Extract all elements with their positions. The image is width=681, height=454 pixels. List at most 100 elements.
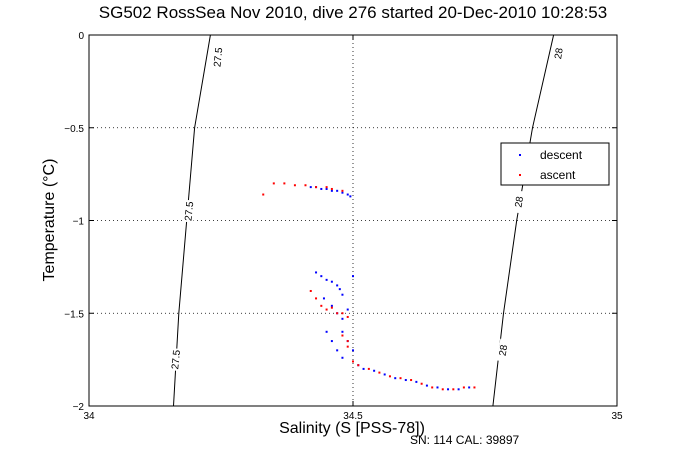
point-descent [383, 373, 386, 376]
point-ascent [452, 388, 455, 391]
point-descent [330, 304, 333, 307]
x-tick-label: 34 [83, 411, 95, 422]
point-ascent [320, 304, 323, 307]
point-descent [341, 330, 344, 333]
point-ascent [325, 308, 328, 311]
point-descent [336, 284, 339, 287]
isopycnal-label-bg [212, 45, 225, 69]
point-descent [315, 271, 318, 274]
point-descent [320, 187, 323, 190]
grid-lines [89, 35, 617, 406]
point-descent [425, 384, 428, 387]
point-descent [352, 275, 354, 278]
point-ascent [441, 388, 444, 391]
y-tick-label: −1.5 [64, 309, 84, 320]
point-ascent [378, 371, 381, 374]
serial-calibration-info: SN: 114 CAL: 39897 [410, 433, 520, 447]
isopycnal-label-bg [512, 190, 527, 214]
point-ascent [315, 186, 318, 189]
point-ascent [462, 386, 465, 389]
point-descent [341, 317, 344, 320]
point-descent [330, 340, 333, 343]
x-axis-label: Salinity (S [PSS-78]) [279, 420, 425, 437]
legend-box [500, 142, 610, 186]
point-ascent [315, 297, 318, 300]
point-ascent [304, 184, 307, 187]
point-descent [352, 349, 354, 352]
axis-ticks: 34 34.5 35 0 −0.5 −1 −1.5 −2 [64, 31, 623, 422]
point-descent [341, 191, 344, 194]
point-descent [349, 195, 352, 198]
point-descent [330, 189, 333, 192]
y-tick-label: 0 [78, 31, 84, 42]
point-descent [346, 193, 349, 196]
data-points [262, 182, 476, 391]
point-ascent [367, 367, 370, 370]
point-ascent [346, 345, 349, 348]
point-descent [325, 278, 328, 281]
point-descent [447, 388, 450, 391]
isopycnal-label: 27.5 [212, 47, 225, 68]
point-ascent [473, 386, 476, 389]
point-ascent [357, 364, 360, 367]
point-ascent [330, 187, 333, 190]
point-ascent [341, 189, 344, 192]
point-descent [415, 380, 418, 383]
legend-label-descent: descent [540, 148, 583, 162]
point-ascent [410, 379, 413, 382]
legend-marker-descent [519, 154, 521, 156]
point-descent [394, 377, 397, 380]
point-ascent [309, 289, 312, 292]
point-descent [338, 288, 341, 291]
point-ascent [272, 182, 275, 185]
isopycnal-label-bg [183, 199, 196, 223]
point-ascent [293, 184, 296, 187]
point-descent [325, 330, 328, 333]
point-ascent [262, 193, 265, 196]
x-tick-label: 34.5 [343, 411, 363, 422]
isopycnal-label-bg [552, 41, 566, 66]
isopycnal-label: 28 [498, 344, 511, 357]
point-descent [320, 275, 323, 278]
point-ascent [346, 340, 349, 343]
x-tick-label: 35 [611, 411, 623, 422]
point-ascent [341, 334, 344, 337]
point-descent [322, 297, 325, 300]
legend-marker-ascent [519, 174, 521, 176]
point-ascent [431, 386, 434, 389]
point-ascent [352, 360, 354, 363]
point-descent [341, 293, 344, 296]
y-tick-label: −1 [73, 217, 85, 228]
point-descent [336, 189, 339, 192]
y-tick-label: −0.5 [64, 124, 84, 135]
point-descent [404, 379, 407, 382]
point-descent [373, 369, 376, 372]
point-ascent [341, 312, 344, 315]
point-descent [468, 386, 471, 389]
point-descent [325, 187, 328, 190]
y-tick-label: −2 [73, 402, 85, 413]
isopycnal-label-bg [496, 338, 511, 363]
point-ascent [330, 306, 333, 309]
isopycnal-label: 28 [553, 47, 566, 60]
point-descent [341, 356, 344, 359]
point-descent [309, 186, 312, 189]
point-ascent [325, 186, 328, 189]
point-ascent [346, 315, 349, 318]
point-descent [330, 280, 333, 283]
point-ascent [283, 182, 286, 185]
isopycnal-label: 27.5 [183, 201, 196, 222]
point-descent [436, 386, 439, 389]
point-descent [362, 367, 365, 370]
point-ascent [388, 375, 391, 378]
point-descent [346, 308, 349, 311]
isopycnal-lines: 27.5 27.5 27.5 28 28 28 [170, 34, 566, 407]
point-ascent [399, 377, 402, 380]
point-ascent [336, 312, 339, 315]
isopycnal-label-bg [170, 348, 183, 372]
isopycnal-label: 27.5 [170, 349, 183, 370]
legend: descent ascent [500, 142, 610, 186]
point-ascent [420, 382, 423, 385]
legend-label-ascent: ascent [540, 168, 576, 182]
